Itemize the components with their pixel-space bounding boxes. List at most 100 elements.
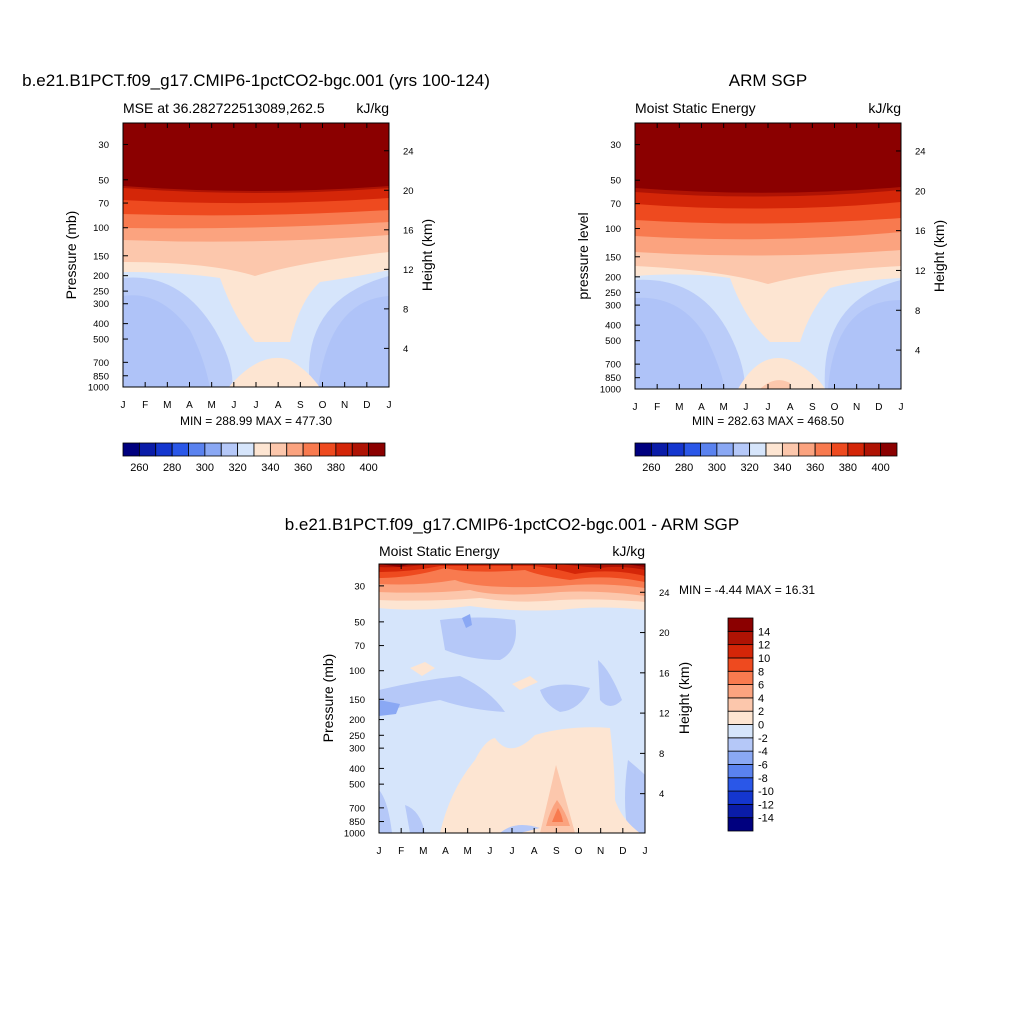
colorbar-swatch bbox=[319, 442, 337, 457]
colorbar-label: 4 bbox=[758, 693, 764, 705]
colorbar-swatch bbox=[122, 442, 140, 457]
contour-band bbox=[379, 790, 392, 833]
panel-diff-subtitle-left: Moist Static Energy bbox=[379, 543, 500, 559]
colorbar-swatch bbox=[368, 442, 386, 457]
x-tick-label: O bbox=[319, 400, 327, 411]
y2-tick-label: 20 bbox=[915, 186, 926, 197]
colorbar-swatch bbox=[650, 442, 669, 457]
y2-tick-label: 8 bbox=[403, 304, 408, 315]
y-tick-label: 1000 bbox=[88, 383, 109, 394]
colorbar-swatch bbox=[727, 790, 754, 805]
colorbar-label: -2 bbox=[758, 733, 768, 745]
y-tick-label: 300 bbox=[93, 299, 109, 310]
y-tick-label: 400 bbox=[93, 319, 109, 330]
colorbar-swatch bbox=[155, 442, 173, 457]
y-tick-label: 700 bbox=[605, 360, 621, 371]
panel-obs-subtitle-right: kJ/kg bbox=[868, 100, 901, 116]
x-tick-label: M bbox=[719, 402, 727, 413]
colorbar-label: -8 bbox=[758, 773, 768, 785]
contour-band bbox=[500, 824, 540, 833]
colorbar-swatch bbox=[732, 442, 751, 457]
colorbar-label: 8 bbox=[758, 666, 764, 678]
colorbar-label: 280 bbox=[675, 462, 693, 474]
y2-tick-label: 16 bbox=[403, 225, 414, 236]
contour-band bbox=[462, 614, 472, 628]
colorbar-swatch bbox=[683, 442, 701, 457]
y2-tick-label: 4 bbox=[659, 789, 664, 800]
y2-tick-label: 20 bbox=[659, 628, 670, 639]
colorbar-swatch bbox=[727, 817, 754, 832]
x-tick-label: J bbox=[510, 846, 515, 857]
colorbar-swatch bbox=[204, 442, 222, 457]
colorbar-label: 300 bbox=[708, 462, 726, 474]
colorbar-label: 400 bbox=[871, 462, 889, 474]
x-tick-label: A bbox=[442, 846, 449, 857]
min-max-stats: MIN = -4.44 MAX = 16.31 bbox=[679, 583, 815, 597]
y-tick-label: 50 bbox=[610, 176, 621, 187]
y-tick-label: 30 bbox=[354, 581, 365, 592]
x-tick-label: M bbox=[675, 402, 683, 413]
colorbar-label: 320 bbox=[228, 462, 246, 474]
colorbar-swatch bbox=[286, 442, 304, 457]
colorbar-label: 14 bbox=[758, 626, 770, 638]
x-tick-label: J bbox=[487, 846, 492, 857]
y-tick-label: 850 bbox=[349, 817, 365, 828]
contour-band bbox=[635, 279, 745, 389]
y-tick-label: 70 bbox=[98, 199, 109, 210]
y2-tick-label: 24 bbox=[915, 146, 926, 157]
colorbar-swatch bbox=[727, 644, 754, 659]
contour-band bbox=[824, 280, 901, 389]
x-tick-label: D bbox=[875, 402, 882, 413]
y-tick-label: 500 bbox=[605, 336, 621, 347]
contour-band bbox=[123, 123, 389, 191]
x-tick-label: N bbox=[597, 846, 604, 857]
colorbar-label: 380 bbox=[327, 462, 345, 474]
y-tick-label: 100 bbox=[93, 223, 109, 234]
colorbar: 260 280 300 320 340 360 380 400 bbox=[634, 442, 898, 474]
y-tick-label: 150 bbox=[349, 695, 365, 706]
colorbar-swatch bbox=[749, 442, 767, 457]
contour-band bbox=[440, 617, 516, 660]
contour-band bbox=[512, 676, 538, 690]
colorbar-swatch bbox=[798, 442, 816, 457]
contour-band bbox=[228, 357, 320, 387]
x-tick-label: J bbox=[121, 400, 126, 411]
y2-tick-label: 16 bbox=[659, 668, 670, 679]
contour-band bbox=[440, 727, 640, 833]
colorbar-swatch bbox=[335, 442, 353, 457]
colorbar-label: -10 bbox=[758, 786, 774, 798]
x-tick-label: J bbox=[254, 400, 259, 411]
y-tick-label: 70 bbox=[610, 199, 621, 210]
colorbar-label: 12 bbox=[758, 640, 770, 652]
y-tick-label: 150 bbox=[605, 252, 621, 263]
y-tick-label: 850 bbox=[93, 371, 109, 382]
x-tick-label: O bbox=[831, 402, 839, 413]
x-tick-label: A bbox=[698, 402, 705, 413]
panel-model: b.e21.B1PCT.f09_g17.CMIP6-1pctCO2-bgc.00… bbox=[22, 71, 490, 474]
colorbar-swatch bbox=[727, 657, 754, 672]
contour-band bbox=[598, 660, 622, 706]
colorbar-swatch bbox=[727, 684, 754, 699]
colorbar-label: -6 bbox=[758, 759, 768, 771]
x-tick-label: J bbox=[633, 402, 638, 413]
y2-tick-label: 20 bbox=[403, 186, 414, 197]
x-tick-label: J bbox=[643, 846, 648, 857]
colorbar-swatch bbox=[863, 442, 882, 457]
colorbar-label: 400 bbox=[359, 462, 377, 474]
y2-tick-label: 12 bbox=[915, 266, 926, 277]
colorbar-label: 2 bbox=[758, 706, 764, 718]
colorbar-swatch bbox=[716, 442, 734, 457]
y2-axis-label: Height (km) bbox=[419, 219, 435, 291]
y-axis-height: 4 8 12 16 20 24 bbox=[384, 146, 414, 355]
colorbar-swatch bbox=[727, 750, 754, 765]
contour-band bbox=[379, 676, 505, 712]
y-tick-label: 70 bbox=[354, 641, 365, 652]
x-tick-label: N bbox=[853, 402, 860, 413]
x-tick-label: N bbox=[341, 400, 348, 411]
x-tick-label: M bbox=[419, 846, 427, 857]
min-max-stats: MIN = 282.63 MAX = 468.50 bbox=[692, 414, 844, 428]
colorbar-swatch bbox=[727, 764, 754, 779]
